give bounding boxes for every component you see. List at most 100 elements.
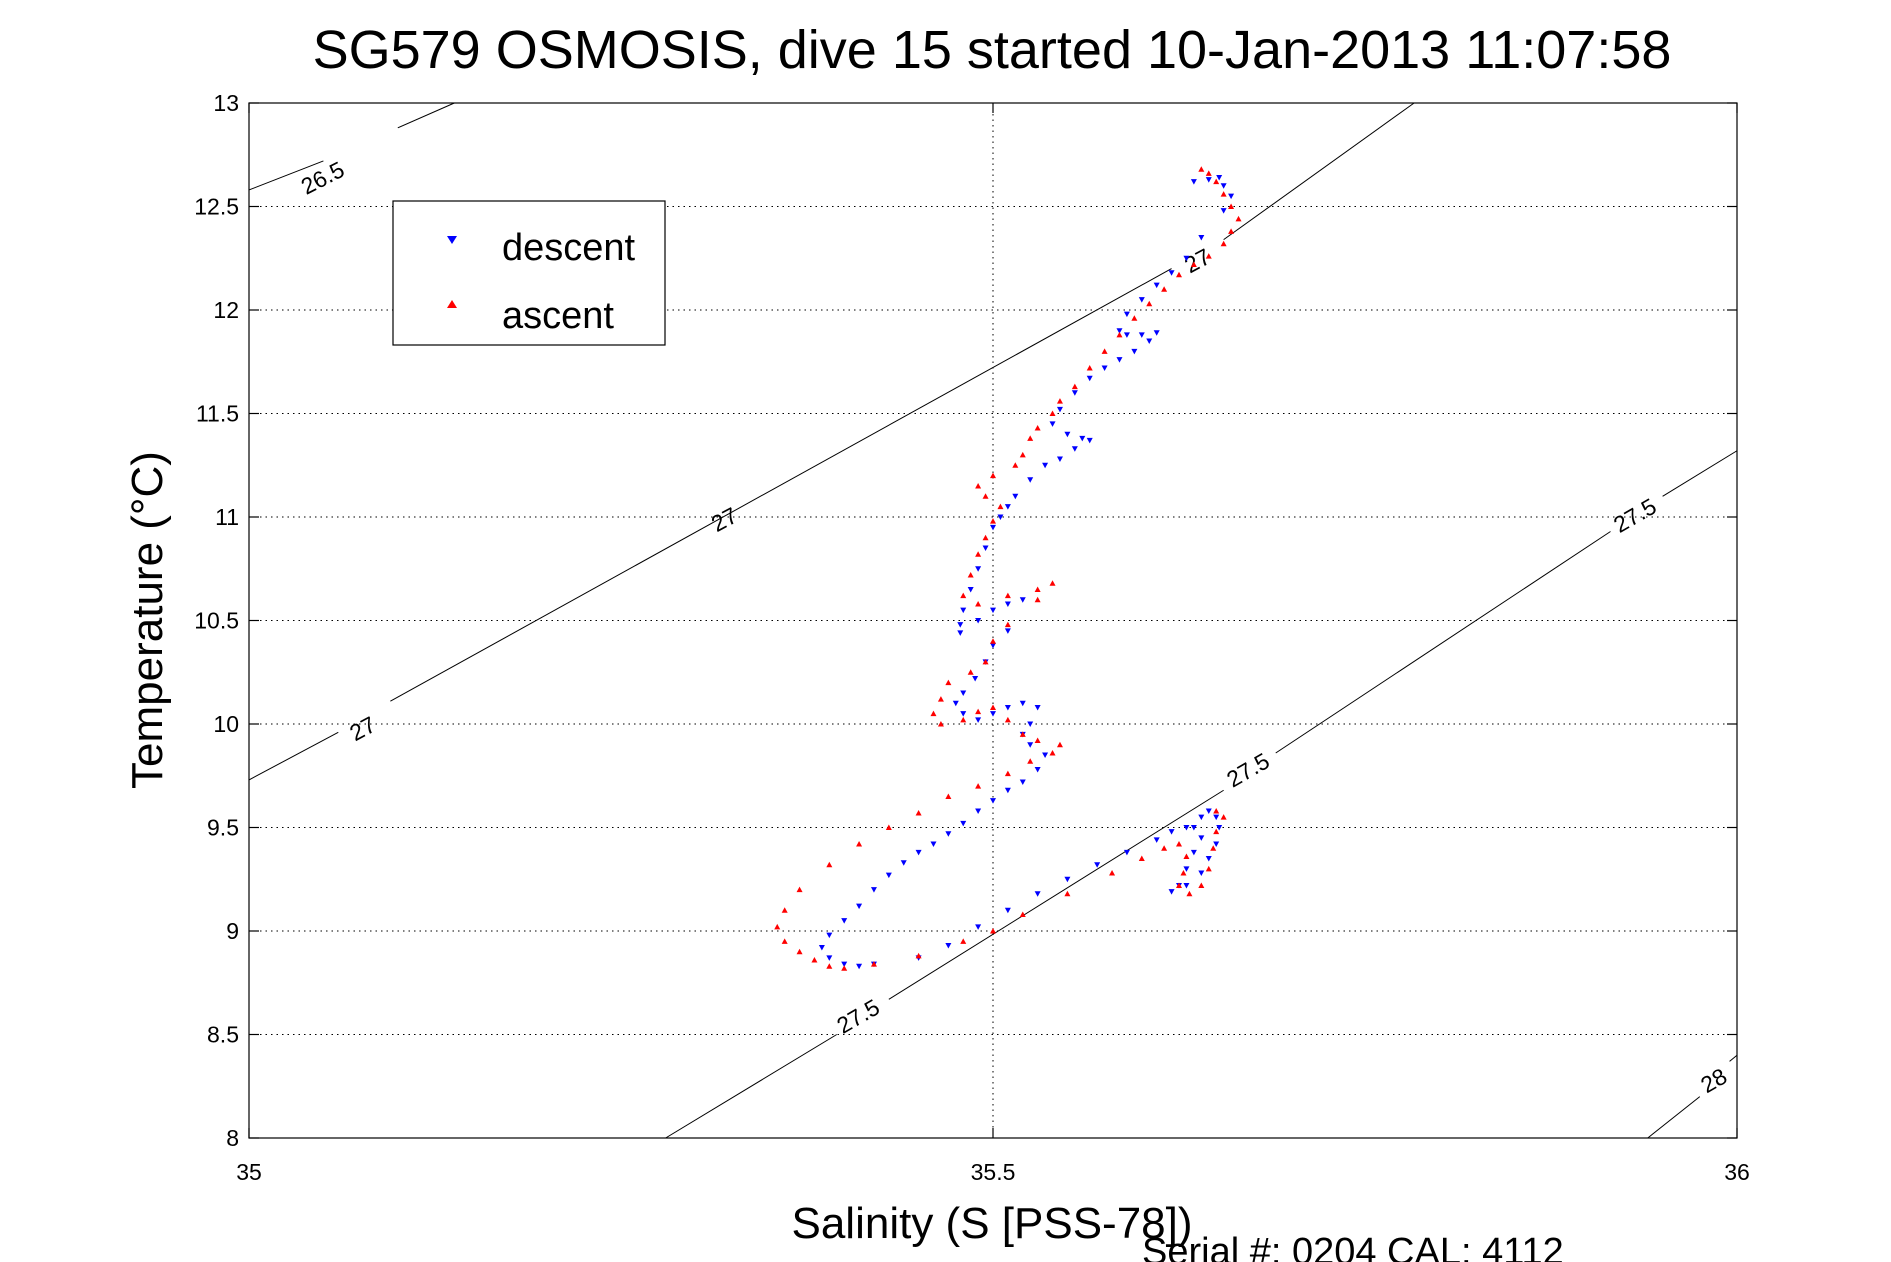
descent-point — [1064, 876, 1071, 883]
descent-point — [960, 690, 967, 696]
isopycnal-line — [248, 731, 339, 781]
descent-point — [1019, 597, 1026, 603]
ascent-point — [1205, 253, 1212, 259]
descent-point — [1064, 431, 1071, 438]
ascent-point — [1101, 348, 1108, 354]
ascent-point — [975, 600, 982, 607]
x-tick-label: 36 — [1724, 1159, 1750, 1185]
descent-point — [952, 700, 959, 707]
ascent-point — [1131, 315, 1138, 321]
ascent-point — [960, 592, 967, 599]
descent-point — [1228, 193, 1235, 200]
descent-point — [990, 798, 996, 804]
descent-point — [945, 831, 952, 837]
ascent-point — [1019, 451, 1026, 458]
ascent-point — [937, 721, 944, 727]
descent-point — [1198, 814, 1205, 821]
descent-point — [1123, 849, 1130, 856]
legend-descent-label: descent — [502, 227, 636, 269]
isopycnal-line — [397, 102, 455, 129]
ascent-point — [1034, 737, 1041, 744]
descent-point — [1027, 477, 1034, 483]
ascent-point — [781, 938, 788, 944]
ascent-point — [1235, 215, 1242, 222]
isopycnal-line — [888, 789, 1224, 1000]
descent-point — [1049, 421, 1056, 427]
ascent-point — [796, 948, 803, 955]
axis-ticks — [248, 102, 1738, 1139]
descent-point — [1216, 825, 1223, 831]
ascent-point — [1027, 435, 1034, 441]
x-tick-label: 35 — [236, 1159, 262, 1185]
legend-descent-marker — [447, 236, 457, 244]
ascent-point — [1109, 870, 1116, 876]
descent-point — [1086, 375, 1093, 382]
descent-point — [885, 872, 892, 879]
ascent-point — [796, 886, 803, 893]
descent-point — [1205, 177, 1212, 183]
descent-point — [1056, 406, 1063, 413]
ascent-point — [1161, 286, 1168, 292]
descent-point — [960, 711, 967, 717]
ascent-point — [915, 952, 922, 959]
ascent-point — [1190, 261, 1197, 267]
ascent-point — [982, 658, 989, 665]
descent-series — [818, 175, 1235, 970]
ascent-point — [1027, 758, 1034, 764]
descent-point — [1190, 849, 1197, 856]
ascent-point — [1205, 865, 1212, 872]
descent-point — [1042, 462, 1049, 469]
ascent-point — [1186, 890, 1193, 897]
ascent-point — [1034, 424, 1041, 431]
ascent-point — [975, 708, 982, 715]
descent-point — [975, 618, 982, 624]
serial-cal-footer: Serial #: 0204 CAL: 4112 — [1142, 1231, 1564, 1262]
legend-box — [392, 200, 666, 346]
descent-point — [975, 808, 982, 814]
ascent-point — [915, 810, 922, 816]
ascent-point — [1049, 580, 1056, 586]
ascent-point — [1176, 271, 1182, 278]
ascent-point — [1049, 410, 1056, 416]
descent-point — [1220, 208, 1227, 214]
ascent-point — [990, 928, 996, 934]
ascent-point — [945, 679, 952, 686]
ascent-point — [1019, 911, 1026, 917]
ascent-point — [982, 534, 989, 541]
ascent-point — [1034, 586, 1041, 592]
ascent-point — [1213, 178, 1220, 185]
descent-point — [997, 514, 1004, 520]
x-tick-labels: 35 35.5 36 — [236, 1159, 1750, 1185]
descent-point — [990, 607, 996, 614]
descent-point — [1123, 311, 1130, 318]
ascent-series — [774, 166, 1242, 971]
descent-point — [1027, 742, 1034, 748]
ascent-point — [774, 923, 781, 930]
descent-point — [1168, 829, 1175, 835]
descent-point — [972, 675, 979, 682]
ascent-point — [990, 638, 996, 644]
isopycnal-line — [1223, 102, 1415, 241]
ascent-point — [1220, 814, 1227, 820]
descent-point — [915, 849, 922, 856]
descent-point — [1183, 825, 1190, 831]
ascent-point — [811, 956, 818, 963]
x-axis-label: Salinity (S [PSS-78]) — [791, 1199, 1192, 1248]
ascent-point — [841, 965, 848, 971]
y-tick-label: 12.5 — [194, 194, 239, 220]
ascent-point — [975, 551, 982, 557]
y-tick-label: 10.5 — [194, 608, 239, 634]
descent-point — [1094, 862, 1101, 868]
ascent-point — [1198, 166, 1205, 172]
descent-point — [1034, 767, 1041, 773]
ascent-point — [1012, 462, 1019, 468]
ascent-point — [990, 704, 996, 710]
descent-point — [1027, 721, 1034, 727]
ascent-point — [937, 696, 944, 702]
ascent-point — [1213, 828, 1220, 835]
ascent-point — [1056, 398, 1063, 404]
y-tick-label: 9.5 — [207, 815, 239, 841]
ascent-point — [1049, 749, 1056, 756]
descent-point — [1116, 357, 1123, 363]
ascent-point — [1228, 228, 1235, 234]
